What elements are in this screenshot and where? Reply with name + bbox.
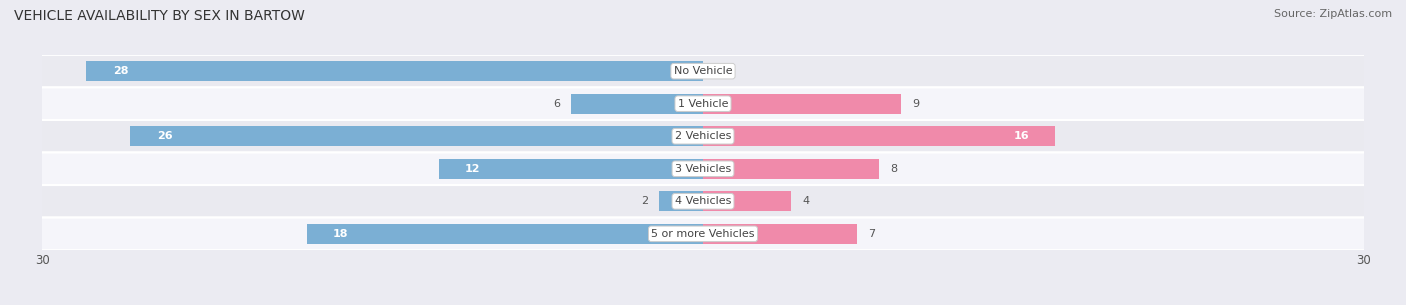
- Text: VEHICLE AVAILABILITY BY SEX IN BARTOW: VEHICLE AVAILABILITY BY SEX IN BARTOW: [14, 9, 305, 23]
- Bar: [131, 126, 703, 146]
- FancyBboxPatch shape: [41, 120, 1365, 152]
- Legend: Male, Female: Male, Female: [638, 304, 768, 305]
- Bar: [703, 191, 792, 211]
- Text: 16: 16: [1014, 131, 1029, 141]
- Bar: [703, 94, 901, 114]
- Text: 8: 8: [890, 164, 897, 174]
- Text: 4 Vehicles: 4 Vehicles: [675, 196, 731, 206]
- Text: 2: 2: [641, 196, 648, 206]
- FancyBboxPatch shape: [41, 185, 1365, 217]
- Bar: [86, 61, 703, 81]
- Text: 6: 6: [553, 99, 560, 109]
- Text: 4: 4: [801, 196, 810, 206]
- Text: 1 Vehicle: 1 Vehicle: [678, 99, 728, 109]
- Bar: [439, 159, 703, 179]
- Text: No Vehicle: No Vehicle: [673, 66, 733, 76]
- Text: 7: 7: [868, 229, 876, 239]
- FancyBboxPatch shape: [41, 88, 1365, 120]
- Text: 18: 18: [333, 229, 349, 239]
- Text: 0: 0: [714, 66, 721, 76]
- Bar: [703, 224, 858, 244]
- Bar: [307, 224, 703, 244]
- FancyBboxPatch shape: [41, 55, 1365, 88]
- Text: 9: 9: [912, 99, 920, 109]
- Bar: [703, 159, 879, 179]
- FancyBboxPatch shape: [41, 217, 1365, 250]
- Bar: [703, 126, 1056, 146]
- FancyBboxPatch shape: [41, 152, 1365, 185]
- Text: 12: 12: [465, 164, 481, 174]
- Bar: [571, 94, 703, 114]
- Text: 26: 26: [156, 131, 173, 141]
- Text: 5 or more Vehicles: 5 or more Vehicles: [651, 229, 755, 239]
- Bar: [659, 191, 703, 211]
- Text: 3 Vehicles: 3 Vehicles: [675, 164, 731, 174]
- Text: 28: 28: [112, 66, 128, 76]
- Text: 2 Vehicles: 2 Vehicles: [675, 131, 731, 141]
- Text: Source: ZipAtlas.com: Source: ZipAtlas.com: [1274, 9, 1392, 19]
